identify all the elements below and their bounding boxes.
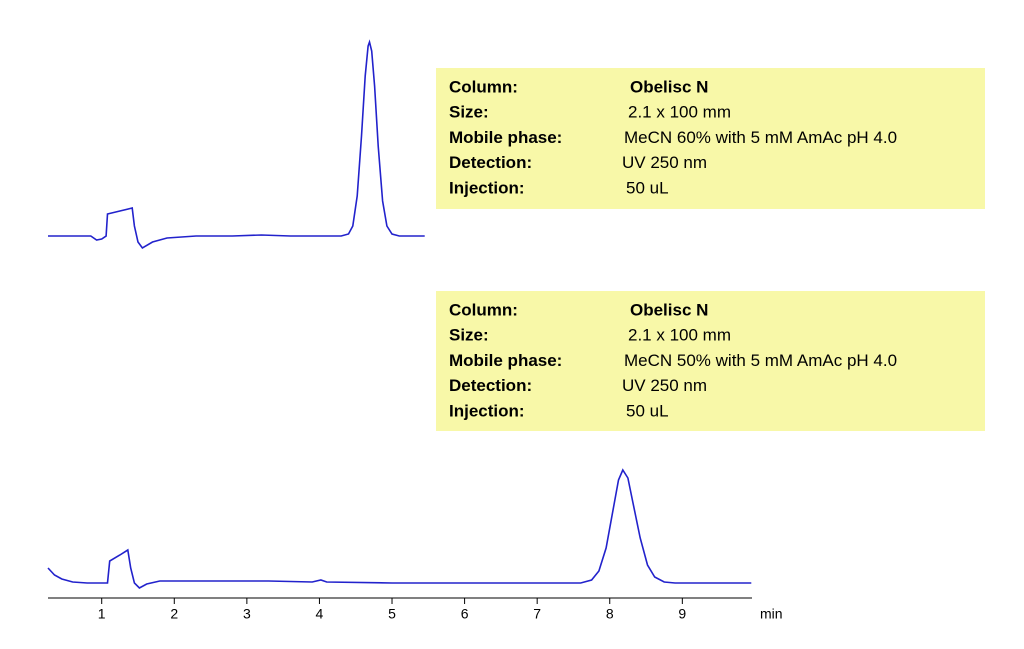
x-tick-label: 2: [170, 606, 178, 622]
x-tick-label: 4: [316, 606, 324, 622]
x-tick-label: 8: [606, 606, 614, 622]
info-label: Column:: [449, 77, 518, 96]
info-value: MeCN 50% with 5 mM AmAc pH 4.0: [624, 351, 897, 370]
x-tick-label: 9: [678, 606, 686, 622]
info-box: [436, 291, 985, 431]
info-label: Detection:: [449, 153, 532, 172]
info-label: Injection:: [449, 178, 525, 197]
info-label: Injection:: [449, 401, 525, 420]
x-tick-label: 5: [388, 606, 396, 622]
x-tick-label: 3: [243, 606, 251, 622]
trace: [48, 39, 425, 250]
info-label: Mobile phase:: [449, 351, 562, 370]
x-tick-label: 7: [533, 606, 541, 622]
info-value: 2.1 x 100 mm: [628, 326, 731, 345]
info-value: MeCN 60% with 5 mM AmAc pH 4.0: [624, 128, 897, 147]
info-value: 50 uL: [626, 401, 669, 420]
info-value: Obelisc N: [630, 77, 708, 96]
info-value: 2.1 x 100 mm: [628, 103, 731, 122]
info-value: UV 250 nm: [622, 153, 707, 172]
info-value: 50 uL: [626, 178, 669, 197]
info-label: Size:: [449, 326, 489, 345]
x-tick-label: 6: [461, 606, 469, 622]
info-value: Obelisc N: [630, 300, 708, 319]
info-label: Column:: [449, 300, 518, 319]
info-box: [436, 68, 985, 209]
info-value: UV 250 nm: [622, 376, 707, 395]
info-label: Detection:: [449, 376, 532, 395]
info-label: Size:: [449, 103, 489, 122]
x-axis-label: min: [760, 606, 783, 622]
x-tick-label: 1: [98, 606, 106, 622]
info-label: Mobile phase:: [449, 128, 562, 147]
trace: [47, 468, 752, 589]
